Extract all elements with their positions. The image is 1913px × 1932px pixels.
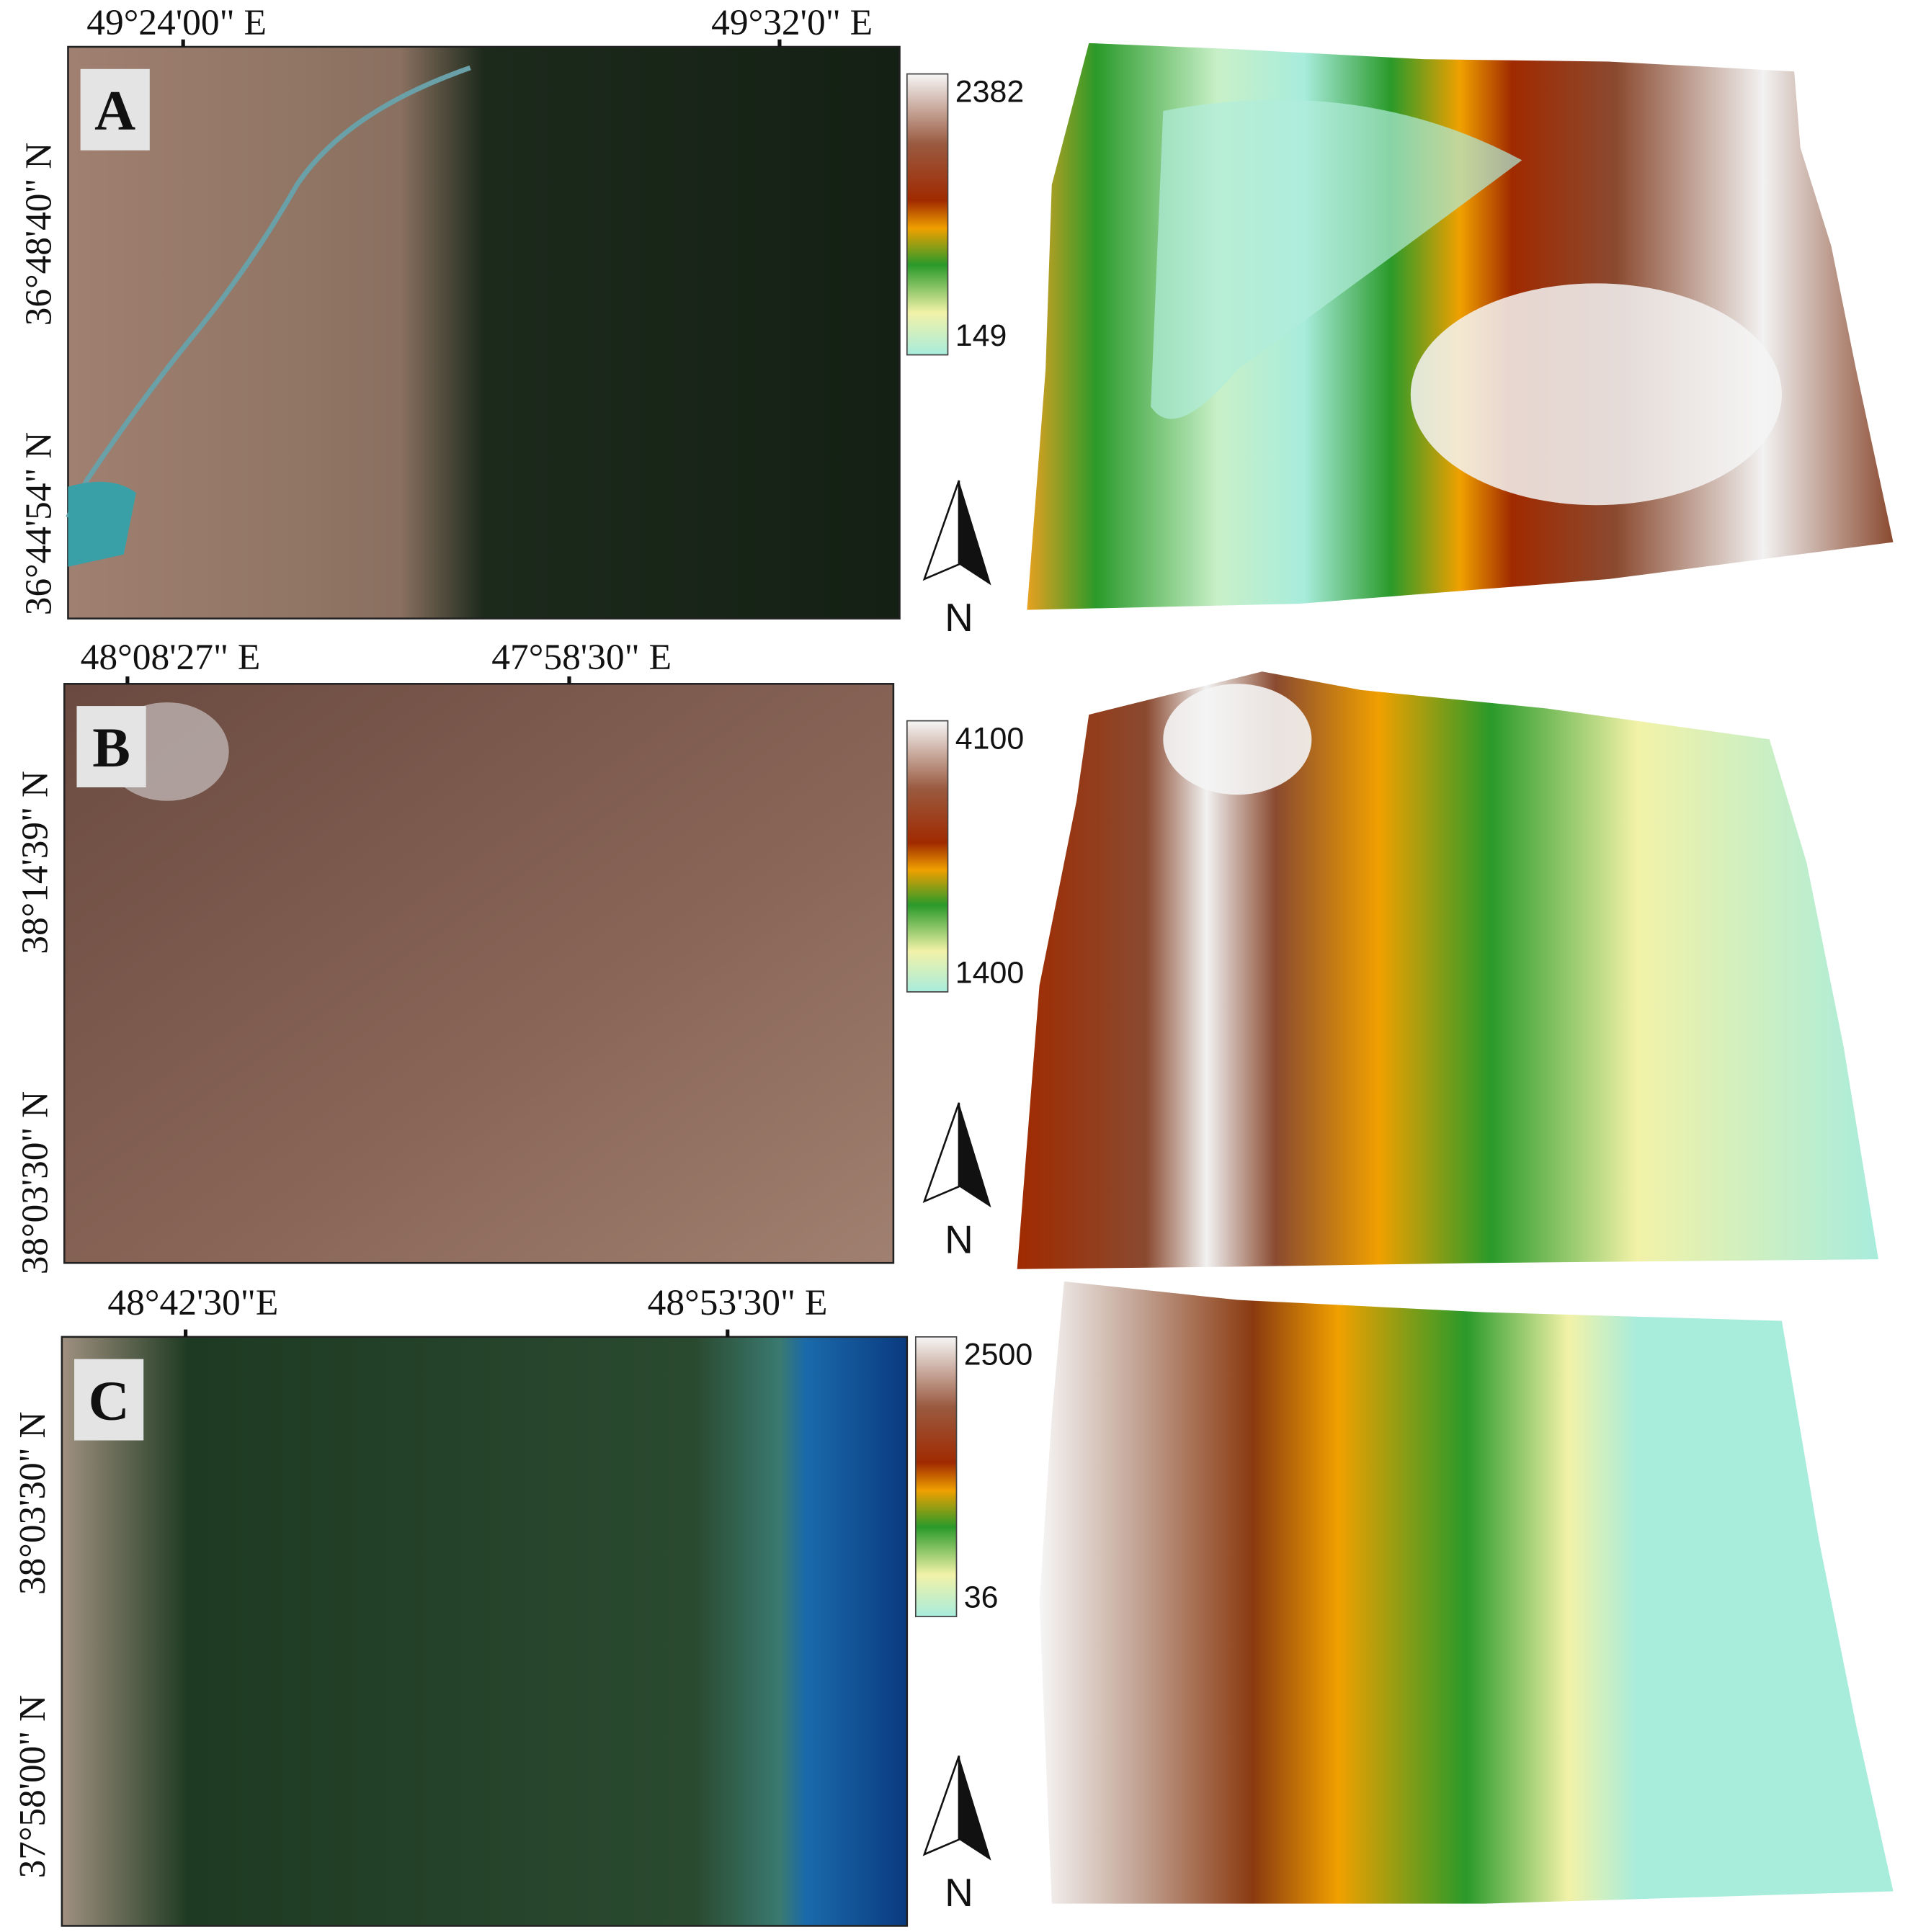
panel-letter-box (74, 1359, 144, 1441)
legend-min-label: 1400 (955, 955, 1024, 990)
river (66, 65, 471, 519)
panel-letter: A (94, 80, 135, 143)
north-arrow (958, 480, 991, 586)
panel-letter: B (92, 717, 130, 779)
north-arrow (958, 1756, 991, 1861)
x-coordinate-label: 48°53'30" E (648, 1282, 828, 1323)
y-coordinate-label: 36°44'54" N (18, 432, 59, 615)
satellite-image (61, 1336, 909, 1927)
legend-min-label: 36 (964, 1580, 999, 1615)
x-coordinate-label: 48°08'27" E (81, 637, 261, 678)
north-label: N (945, 595, 973, 640)
y-coordinate-label: 36°48'40" N (18, 143, 59, 326)
elevation-colorbar (914, 1336, 958, 1617)
legend-max-label: 2382 (955, 74, 1024, 109)
legend-min-label: 149 (955, 318, 1007, 353)
dem-surface (1039, 1281, 1894, 1904)
panel-letter-box (76, 706, 146, 787)
north-arrow (922, 480, 960, 581)
panel-letter-box (80, 68, 150, 151)
reservoir (68, 481, 136, 567)
x-coordinate-label: 47°58'30" E (491, 637, 672, 678)
satellite-image (67, 45, 901, 620)
north-label: N (945, 1217, 973, 1262)
legend-max-label: 2500 (964, 1338, 1033, 1372)
panel-letter: C (89, 1370, 130, 1433)
legend-max-label: 4100 (955, 721, 1024, 756)
y-coordinate-label: 38°03'30" N (12, 1412, 53, 1595)
x-coordinate-label: 48°42'30"E (107, 1282, 278, 1323)
north-arrow (922, 1755, 960, 1856)
north-arrow (958, 1102, 991, 1208)
x-coordinate-label: 49°32'0" E (711, 2, 873, 43)
dem-detail (1151, 99, 1522, 419)
elevation-colorbar (906, 73, 949, 356)
panel: 48°08'27" E 47°58'30" E 38°14'39" N 38°03'3… (14, 637, 1878, 1274)
y-coordinate-label: 38°03'30" N (14, 1091, 55, 1274)
north-label: N (945, 1870, 973, 1915)
x-coordinate-label: 49°24'00" E (86, 2, 267, 43)
panel: 48°42'30"E 48°53'30" E 38°03'30" N 37°58'00… (12, 1281, 1894, 1927)
dem-detail (1163, 684, 1312, 795)
dem-detail (1410, 283, 1782, 506)
dem-surface (1017, 671, 1878, 1269)
panel: 49°24'00" E 49°32'0" E 36°48'40" N 36°44'54… (18, 2, 1894, 640)
y-coordinate-label: 37°58'00" N (12, 1695, 53, 1878)
y-coordinate-label: 38°14'39" N (14, 771, 55, 954)
elevation-colorbar (906, 720, 949, 993)
north-arrow (922, 1102, 960, 1204)
